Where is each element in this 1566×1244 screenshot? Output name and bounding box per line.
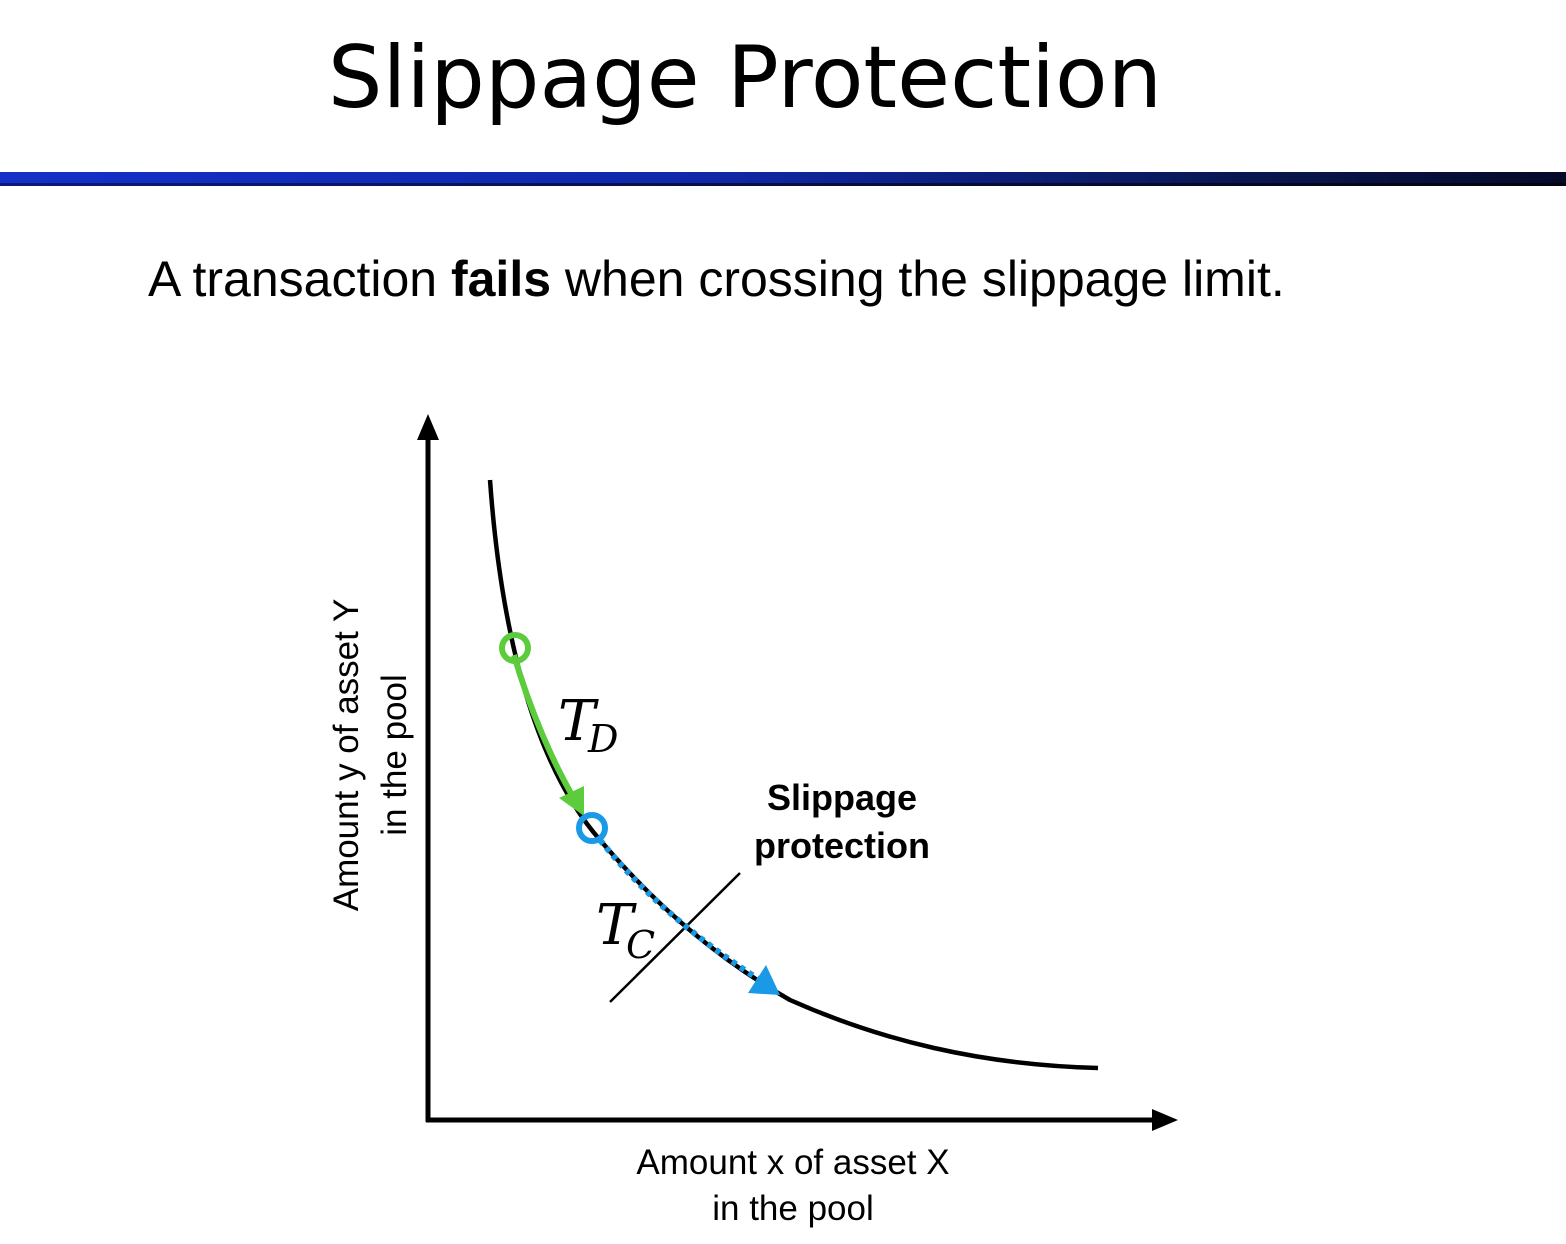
- lead-text-end: when crossing the slippage limit.: [551, 251, 1285, 307]
- x-axis-label: Amount x of asset X in the pool: [636, 1143, 949, 1228]
- x-axis-label-line1: Amount x of asset X: [636, 1143, 949, 1182]
- x-axis-label-line2: in the pool: [712, 1189, 874, 1228]
- transaction-d-symbol: T: [558, 689, 599, 754]
- y-axis-label-line1: Amount y of asset Y: [327, 599, 366, 912]
- transaction-d-subscript: D: [587, 717, 618, 761]
- transaction-c-arrowhead: [748, 965, 780, 995]
- y-axis-label-line2: in the pool: [375, 674, 414, 836]
- title-divider: [0, 172, 1566, 186]
- bonding-curve: [487, 479, 1099, 1071]
- start-point-marker: [499, 632, 531, 664]
- x-axis: [426, 1109, 1178, 1131]
- slippage-label-line2: protection: [754, 825, 930, 866]
- lead-sentence: A transaction fails when crossing the sl…: [148, 250, 1285, 308]
- intermediate-point-marker: [576, 812, 608, 844]
- transaction-d-path: [511, 654, 584, 816]
- transaction-c-subscript: C: [626, 923, 655, 967]
- transaction-c-path: [597, 838, 780, 995]
- x-axis-arrowhead: [1152, 1109, 1178, 1131]
- transaction-d-arrowhead: [559, 786, 584, 816]
- lead-text-start: A transaction: [148, 251, 451, 307]
- transaction-d-label: T D: [558, 689, 618, 761]
- y-axis-arrowhead: [417, 414, 439, 440]
- slippage-limit-line: [609, 872, 741, 1003]
- slippage-protection-label: Slippage protection: [754, 777, 930, 866]
- slide-title: Slippage Protection: [327, 28, 1163, 128]
- slippage-label-line1: Slippage: [767, 777, 917, 818]
- lead-text-bold: fails: [450, 251, 552, 307]
- y-axis-label: Amount y of asset Y in the pool: [327, 599, 414, 912]
- transaction-c-label: T C: [596, 893, 655, 967]
- y-axis: [417, 414, 439, 1122]
- transaction-c-symbol: T: [596, 893, 637, 958]
